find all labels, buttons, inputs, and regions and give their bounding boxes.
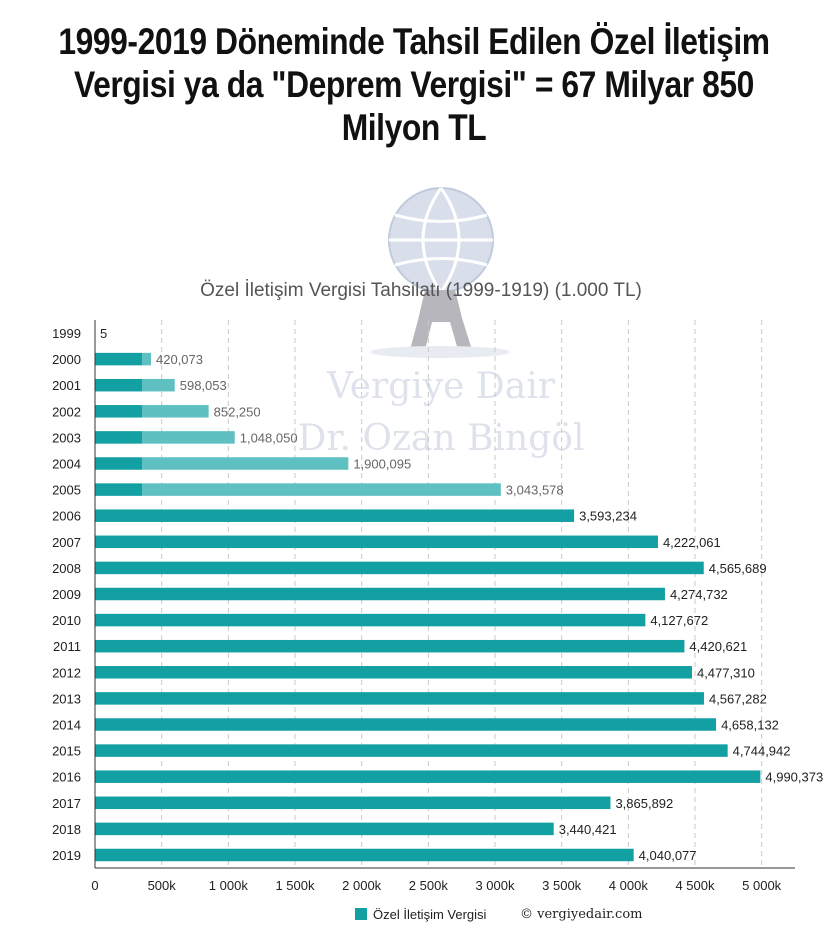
x-tick-label: 1 500k bbox=[275, 878, 315, 893]
x-tick-label: 0 bbox=[91, 878, 98, 893]
watermark: Vergiye Dair Dr. Ozan Bingöl bbox=[298, 187, 585, 459]
bar[interactable] bbox=[95, 666, 692, 679]
y-tick-label: 2006 bbox=[52, 509, 81, 524]
bar-overlay-segment bbox=[142, 431, 235, 444]
data-label: 4,420,621 bbox=[689, 639, 747, 654]
data-label: 3,043,578 bbox=[506, 483, 564, 498]
y-tick-label: 2015 bbox=[52, 744, 81, 759]
data-label: 1,900,095 bbox=[353, 457, 411, 472]
bar-overlay-segment bbox=[142, 352, 152, 366]
y-tick-label: 2000 bbox=[52, 352, 81, 367]
watermark-line-2: Dr. Ozan Bingöl bbox=[298, 418, 585, 459]
data-label: 5 bbox=[100, 326, 107, 341]
x-tick-label: 500k bbox=[148, 878, 177, 893]
bar[interactable] bbox=[95, 822, 554, 836]
bar[interactable] bbox=[95, 483, 142, 496]
y-tick-label: 2013 bbox=[52, 691, 81, 706]
data-label: 1,048,050 bbox=[240, 430, 298, 445]
bar[interactable] bbox=[95, 509, 575, 522]
bar[interactable] bbox=[95, 561, 704, 575]
bar[interactable] bbox=[95, 692, 704, 705]
bars-group bbox=[95, 326, 761, 862]
data-label: 3,865,892 bbox=[615, 796, 673, 811]
y-tick-label: 2016 bbox=[52, 770, 81, 785]
bar-overlay-segment bbox=[142, 457, 349, 470]
legend[interactable]: Özel İletişim Vergisi bbox=[355, 907, 487, 922]
bar-overlay-segment bbox=[142, 378, 175, 392]
y-tick-label: 2004 bbox=[52, 457, 81, 472]
data-label: 4,565,689 bbox=[709, 561, 767, 576]
bar[interactable] bbox=[95, 535, 658, 549]
bar[interactable] bbox=[95, 796, 611, 810]
data-label: 420,073 bbox=[156, 352, 203, 367]
bar[interactable] bbox=[95, 770, 761, 783]
data-label: 4,658,132 bbox=[721, 718, 779, 733]
data-label: 4,222,061 bbox=[663, 535, 721, 550]
data-label: 4,990,373 bbox=[765, 770, 823, 785]
y-tick-label: 2007 bbox=[52, 535, 81, 550]
copyright-text: © vergiyedair.com bbox=[520, 907, 642, 922]
bar[interactable] bbox=[95, 457, 142, 470]
bar[interactable] bbox=[95, 352, 142, 366]
data-label: 4,477,310 bbox=[697, 665, 755, 680]
x-tick-label: 1 000k bbox=[209, 878, 249, 893]
y-tick-label: 2003 bbox=[52, 430, 81, 445]
y-tick-label: 2010 bbox=[52, 613, 81, 628]
y-tick-label: 2009 bbox=[52, 587, 81, 602]
y-tick-label: 2014 bbox=[52, 718, 81, 733]
data-label: 4,567,282 bbox=[709, 691, 767, 706]
y-tick-label: 2005 bbox=[52, 483, 81, 498]
x-tick-label: 3 000k bbox=[475, 878, 515, 893]
x-tick-label: 2 000k bbox=[342, 878, 382, 893]
y-tick-label: 2011 bbox=[53, 639, 81, 654]
bar[interactable] bbox=[95, 744, 728, 757]
page-headline: 1999-2019 Döneminde Tahsil Edilen Özel İ… bbox=[58, 21, 770, 148]
x-tick-label: 4 500k bbox=[675, 878, 715, 893]
y-tick-label: 2002 bbox=[52, 404, 81, 419]
y-tick-label: 2012 bbox=[52, 665, 81, 680]
bar[interactable] bbox=[95, 405, 142, 418]
watermark-line-1: Vergiye Dair bbox=[326, 366, 556, 407]
bar[interactable] bbox=[95, 587, 665, 601]
bar[interactable] bbox=[95, 848, 634, 862]
data-label: 598,053 bbox=[180, 378, 227, 393]
data-label: 3,593,234 bbox=[579, 509, 637, 524]
data-label: 4,040,077 bbox=[639, 848, 697, 863]
x-tick-label: 2 500k bbox=[409, 878, 449, 893]
x-tick-label: 5 000k bbox=[742, 878, 782, 893]
value-labels: 5 420,073 598,053 852,250 1,048,050 1,900,095… bbox=[100, 326, 823, 863]
data-label: 4,744,942 bbox=[733, 744, 791, 759]
chart-title: Özel İletişim Vergisi Tahsilatı (1999-19… bbox=[200, 280, 642, 301]
x-tick-label: 3 500k bbox=[542, 878, 582, 893]
globe-meridian-icon bbox=[389, 187, 493, 293]
bar-overlay-segment bbox=[142, 483, 501, 496]
bar[interactable] bbox=[95, 639, 685, 653]
bar[interactable] bbox=[95, 718, 717, 731]
watermark-shadow bbox=[370, 346, 510, 358]
x-axis-labels: 0 500k 1 000k 1 500k 2 000k 2 500k 3 000k 3 500… bbox=[91, 878, 781, 893]
y-tick-label: 2008 bbox=[52, 561, 81, 576]
bar[interactable] bbox=[95, 431, 142, 444]
y-tick-label: 2018 bbox=[52, 822, 81, 837]
data-label: 4,274,732 bbox=[670, 587, 728, 602]
bar-overlay-segment bbox=[142, 405, 209, 418]
bar[interactable] bbox=[95, 378, 142, 392]
legend-swatch bbox=[355, 908, 367, 920]
y-axis-labels: 1999 2000 2001 2002 2003 2004 2005 2006 2007 2008… bbox=[52, 326, 81, 863]
data-label: 852,250 bbox=[214, 404, 261, 419]
legend-label: Özel İletişim Vergisi bbox=[373, 907, 487, 922]
data-label: 3,440,421 bbox=[559, 822, 617, 837]
bar[interactable] bbox=[95, 613, 646, 627]
x-tick-label: 4 000k bbox=[609, 878, 649, 893]
y-tick-label: 2017 bbox=[52, 796, 81, 811]
atlas-figure-icon bbox=[410, 290, 472, 350]
y-tick-label: 1999 bbox=[52, 326, 81, 341]
y-tick-label: 2001 bbox=[52, 378, 81, 393]
data-label: 4,127,672 bbox=[650, 613, 708, 628]
y-tick-label: 2019 bbox=[52, 848, 81, 863]
